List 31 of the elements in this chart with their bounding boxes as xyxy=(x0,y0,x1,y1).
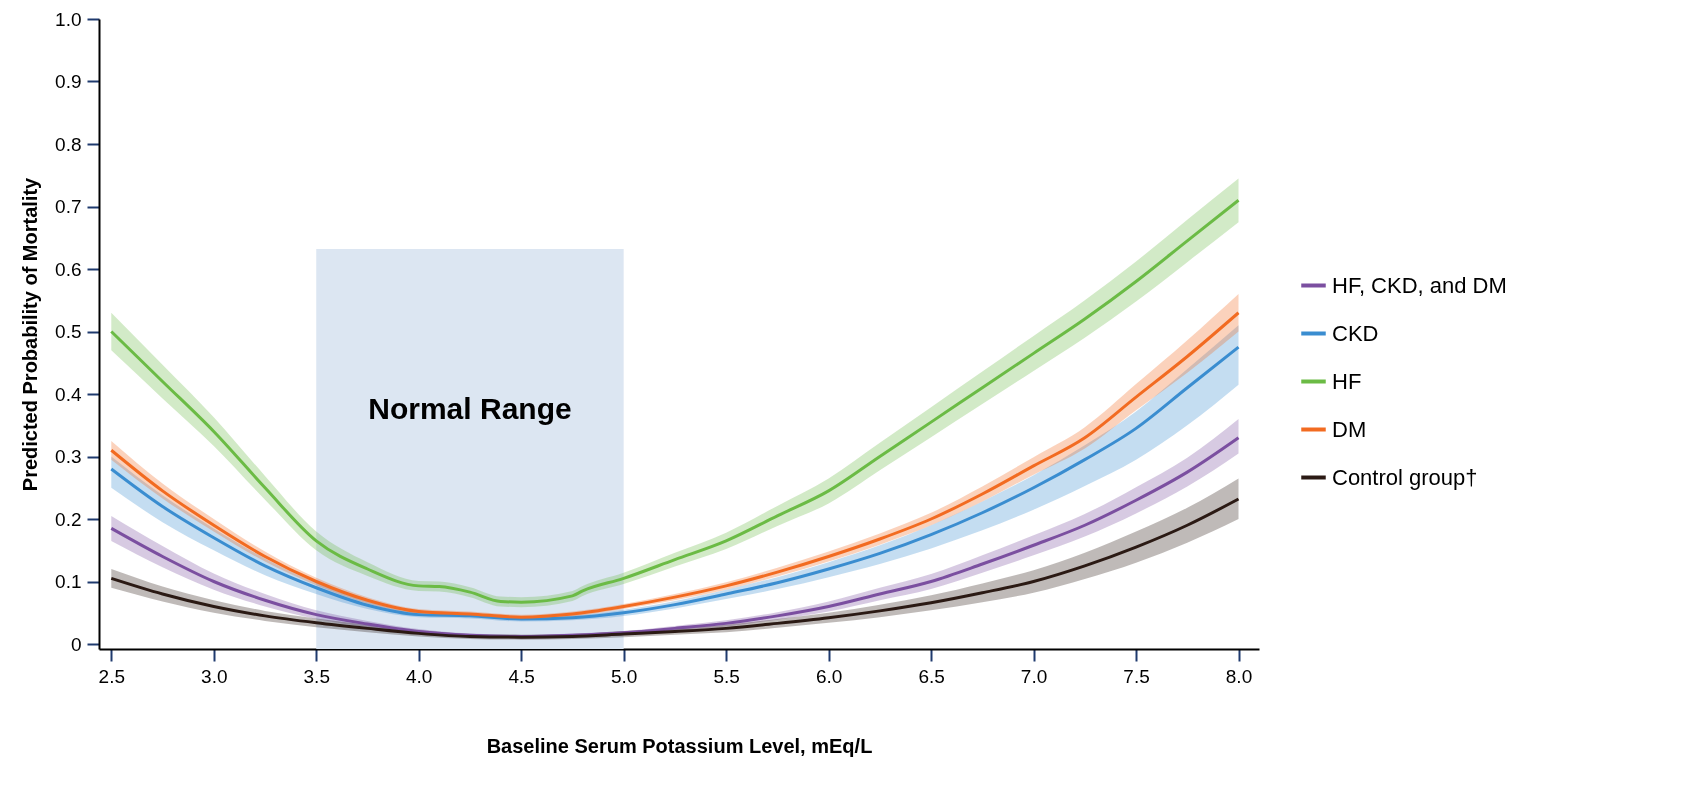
x-tick-label: 7.0 xyxy=(1020,665,1048,687)
y-tick-label: 0.2 xyxy=(55,508,82,530)
x-tick-label: 5.5 xyxy=(713,665,740,687)
x-tick-label: 3.5 xyxy=(303,665,330,687)
y-tick-label: 0.5 xyxy=(55,321,82,342)
y-tick-label: 0.6 xyxy=(55,258,82,280)
legend-label: Control group† xyxy=(1332,464,1478,490)
x-tick-label: 4.5 xyxy=(508,665,535,687)
legend-label: CKD xyxy=(1332,320,1379,346)
y-tick-label: 0.7 xyxy=(55,196,82,217)
x-tick-label: 4.0 xyxy=(406,665,433,687)
y-tick-label: 0.3 xyxy=(55,446,82,467)
y-tick-label: 0.1 xyxy=(55,571,82,592)
x-tick-label: 5.0 xyxy=(610,665,638,687)
x-axis-title: Baseline Serum Potassium Level, mEq/L xyxy=(486,734,873,757)
x-tick-label: 7.5 xyxy=(1123,665,1150,687)
band-label: Normal Range xyxy=(368,391,572,425)
y-tick-label: 1.0 xyxy=(55,8,82,30)
legend-label: DM xyxy=(1332,416,1367,442)
y-axis-title: Predicted Probability of Mortality xyxy=(19,176,42,492)
x-tick-label: 2.5 xyxy=(98,665,126,687)
x-tick-label: 3.0 xyxy=(201,665,228,687)
y-tick-label: 0.8 xyxy=(55,133,82,155)
y-tick-label: 0 xyxy=(70,633,82,655)
y-tick-label: 0.4 xyxy=(55,383,82,405)
y-tick-label: 0.9 xyxy=(55,71,82,92)
legend-label: HF xyxy=(1332,368,1362,394)
x-tick-label: 6.5 xyxy=(918,665,945,687)
x-tick-label: 6.0 xyxy=(815,665,843,687)
x-tick-label: 8.0 xyxy=(1225,665,1253,687)
legend-label: HF, CKD, and DM xyxy=(1332,272,1507,298)
